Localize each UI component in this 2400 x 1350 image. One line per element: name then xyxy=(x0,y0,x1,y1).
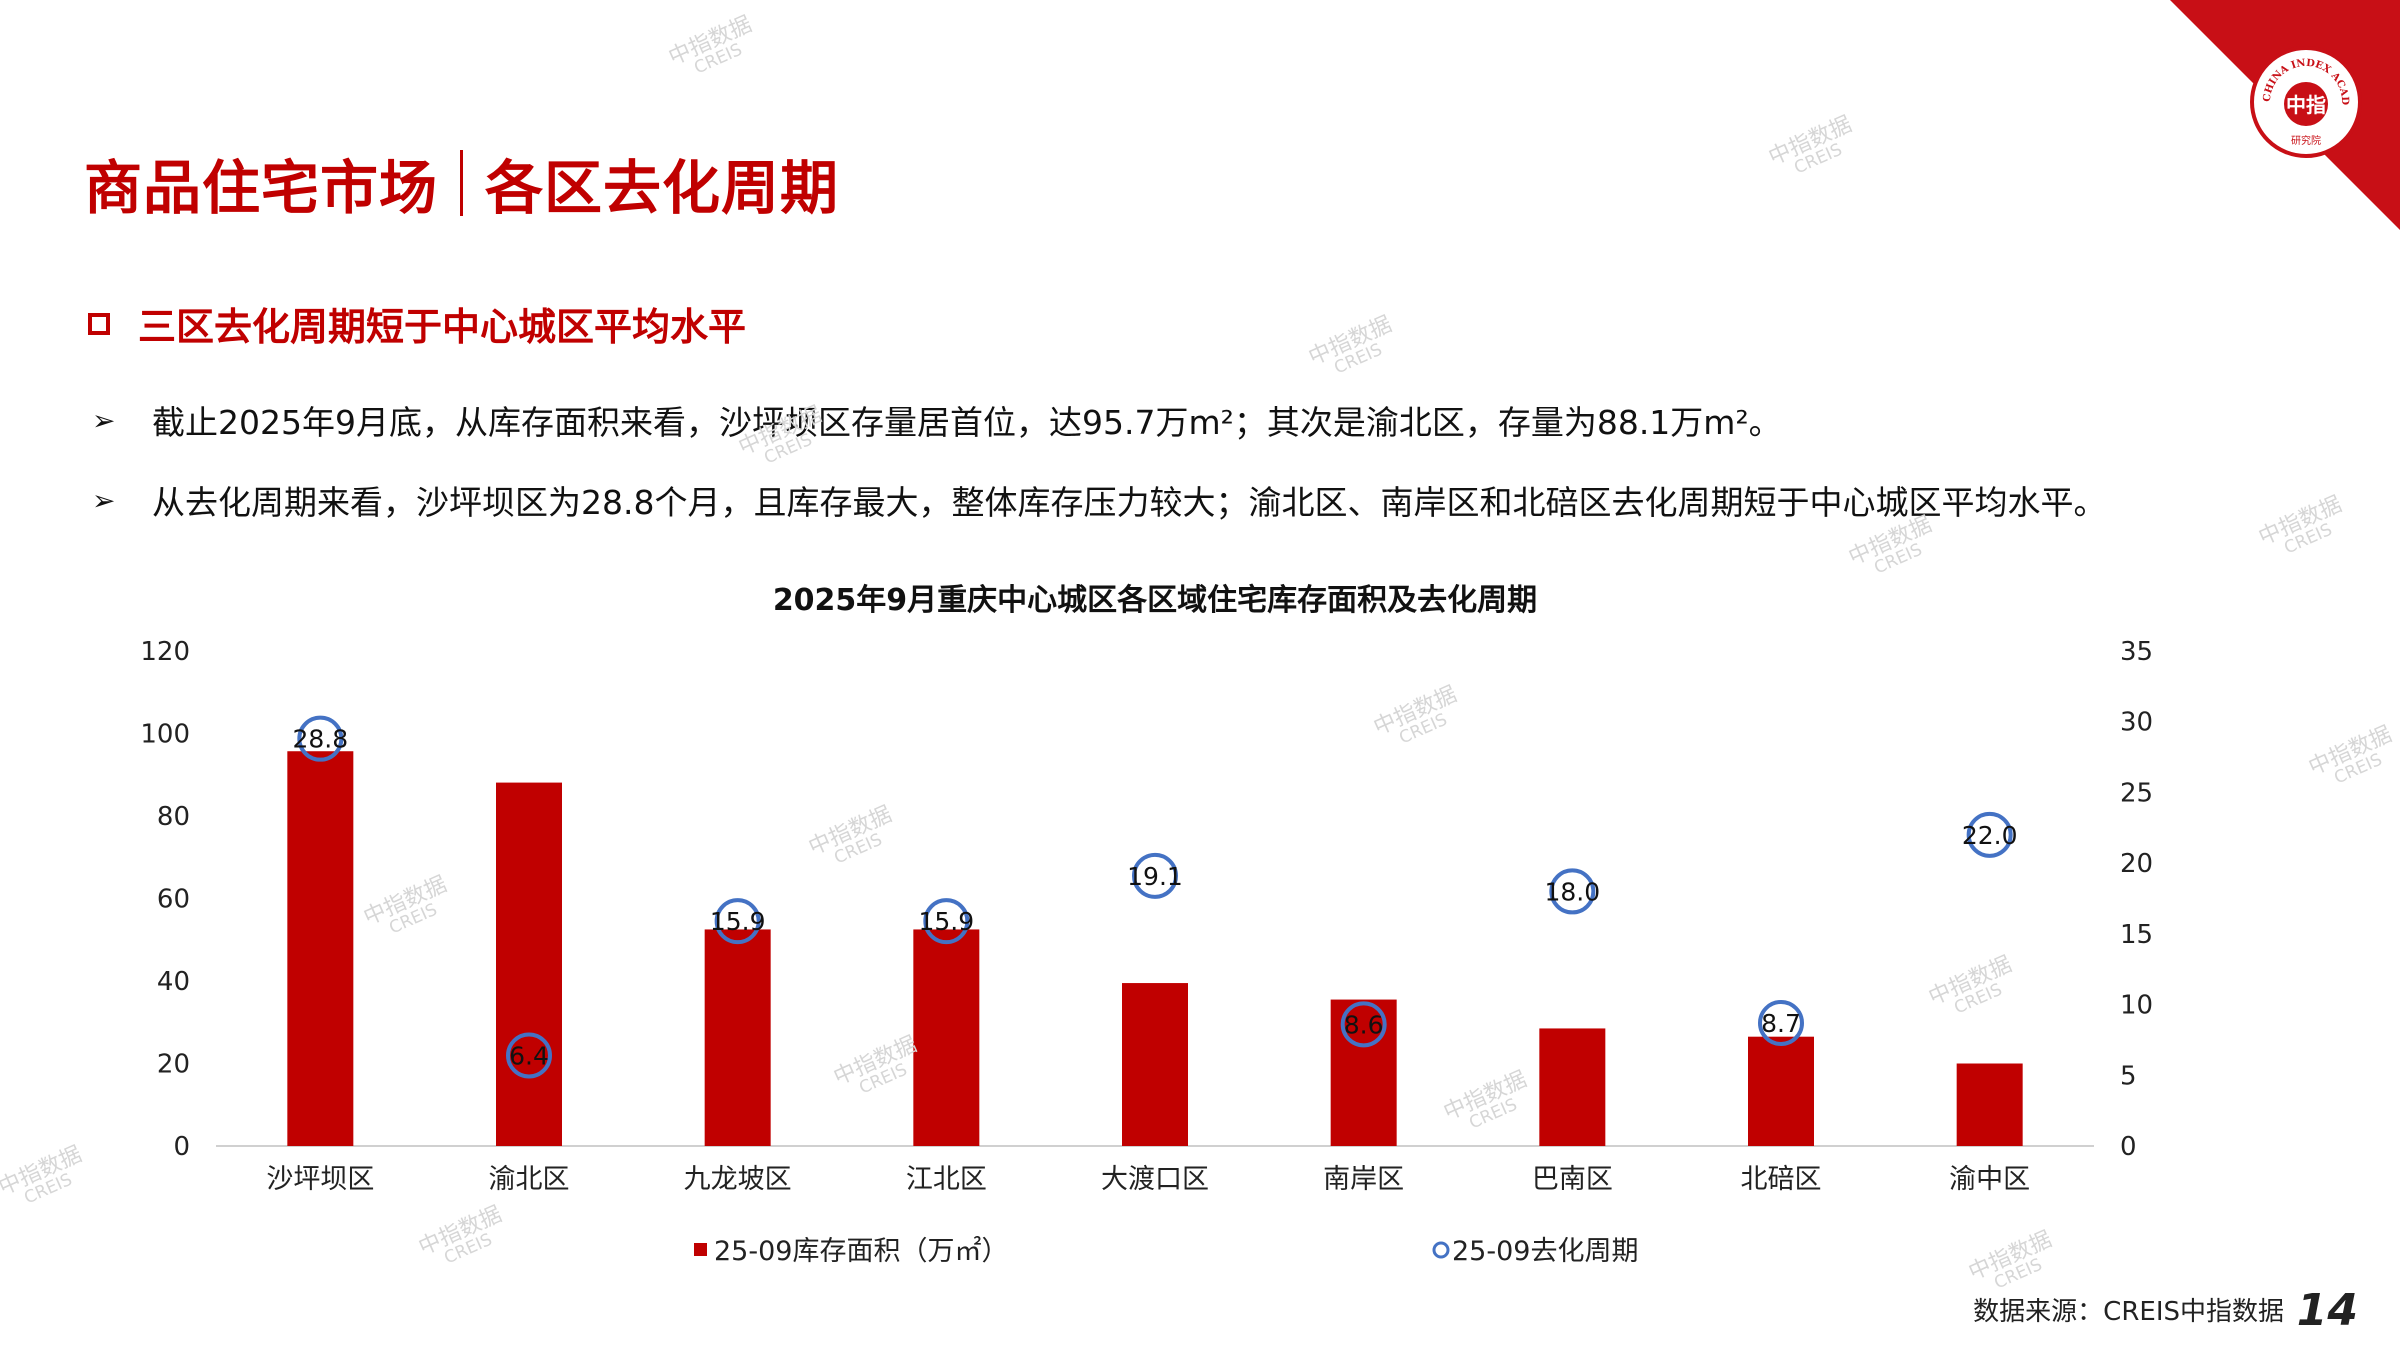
y-right-tick-label: 10 xyxy=(2120,991,2153,1021)
y-right-tick-label: 35 xyxy=(2120,637,2153,667)
data-label: 22.0 xyxy=(1962,821,2018,850)
data-point xyxy=(1340,1001,1387,1048)
watermark: 中指数据 CREIS xyxy=(1305,312,1402,385)
bar xyxy=(1956,1063,2023,1146)
y-right-tick-label: 5 xyxy=(2120,1061,2137,1091)
logo-bottom-text: 研究院 xyxy=(2291,134,2321,147)
data-label: 15.9 xyxy=(918,907,974,936)
title-left: 商品住宅市场 xyxy=(84,154,439,222)
bar xyxy=(913,929,980,1146)
page-title: 商品住宅市场 各区去化周期 xyxy=(84,138,839,228)
x-tick-label: 渝北区 xyxy=(489,1164,570,1195)
x-tick-label: 北碚区 xyxy=(1741,1164,1822,1195)
y-right-tick-label: 0 xyxy=(2120,1132,2137,1162)
y-right-tick-label: 20 xyxy=(2120,849,2153,879)
chart-title: 2025年9月重庆中心城区各区域住宅库存面积及去化周期 xyxy=(773,583,1537,618)
legend-point-swatch xyxy=(1432,1241,1450,1259)
inventory-chart: 2025年9月重庆中心城区各区域住宅库存面积及去化周期0204060801001… xyxy=(140,583,2153,1267)
data-point xyxy=(1549,868,1596,915)
y-left-tick-label: 60 xyxy=(157,885,190,915)
x-tick-label: 沙坪坝区 xyxy=(266,1164,374,1195)
x-tick-label: 渝中区 xyxy=(1949,1164,2030,1195)
x-tick-label: 九龙坡区 xyxy=(684,1164,792,1195)
y-left-tick-label: 0 xyxy=(173,1132,190,1162)
x-tick-label: 巴南区 xyxy=(1532,1164,1613,1195)
data-point xyxy=(297,715,344,762)
section-subheading: 三区去化周期短于中心城区平均水平 xyxy=(88,296,746,351)
bar xyxy=(496,782,562,1146)
watermark: 中指数据 CREIS xyxy=(1765,112,1862,185)
bar xyxy=(287,751,354,1146)
bar xyxy=(1539,1028,1606,1146)
x-tick-label: 南岸区 xyxy=(1323,1164,1404,1195)
data-label: 15.9 xyxy=(710,907,766,936)
data-source: 数据来源：CREIS中指数据 xyxy=(1973,1297,2284,1327)
y-left-tick-label: 20 xyxy=(157,1050,190,1080)
watermark: 中指数据 CREIS xyxy=(665,12,762,85)
data-point xyxy=(1758,999,1804,1046)
square-bullet-icon xyxy=(88,312,110,335)
legend-bar-swatch xyxy=(694,1243,707,1256)
bar xyxy=(1748,1036,1814,1146)
page-number: 14 xyxy=(2296,1285,2358,1336)
y-left-tick-label: 80 xyxy=(157,802,190,832)
logo-center-text: 中指 xyxy=(2286,93,2326,117)
academy-logo: CHINA INDEX ACADEMY 中指 研究院 xyxy=(2248,42,2362,158)
bullet-item: ➢ 从去化周期来看，沙坪坝区为28.8个月，且库存最大，整体库存压力较大；渝北区… xyxy=(92,476,2106,524)
data-label: 19.1 xyxy=(1127,862,1183,891)
data-label: 28.8 xyxy=(292,725,348,754)
data-point xyxy=(1132,852,1178,899)
arrow-bullet-icon: ➢ xyxy=(92,483,116,517)
data-point xyxy=(1966,811,2013,858)
watermark: 中指数据 CREIS xyxy=(1845,512,1942,585)
data-point xyxy=(714,898,761,945)
subheading-text: 三区去化周期短于中心城区平均水平 xyxy=(138,305,747,349)
bullet-text: 截止2025年9月底，从库存面积来看，沙坪坝区存量居首位，达95.7万m²；其次… xyxy=(152,403,1782,442)
bullet-item: ➢ 截止2025年9月底，从库存面积来看，沙坪坝区存量居首位，达95.7万m²；… xyxy=(92,396,1782,444)
data-point xyxy=(506,1032,552,1079)
y-left-tick-label: 100 xyxy=(140,720,190,750)
bar xyxy=(1122,983,1188,1146)
bar xyxy=(704,929,771,1146)
y-right-tick-label: 30 xyxy=(2120,708,2153,738)
y-left-tick-label: 120 xyxy=(140,637,190,667)
title-right: 各区去化周期 xyxy=(485,154,840,222)
data-label: 8.6 xyxy=(1344,1010,1384,1039)
watermark: 中指数据 CREIS xyxy=(2255,492,2352,565)
data-label: 6.4 xyxy=(509,1041,549,1070)
data-label: 18.0 xyxy=(1544,877,1600,906)
y-left-tick-label: 40 xyxy=(157,967,190,997)
data-label: 8.7 xyxy=(1761,1009,1801,1038)
y-right-tick-label: 25 xyxy=(2120,778,2153,808)
legend-bar-label: 25-09库存面积（万㎡） xyxy=(714,1236,1008,1267)
y-right-tick-label: 15 xyxy=(2120,920,2153,950)
legend-point-label: 25-09去化周期 xyxy=(1452,1236,1638,1267)
data-point xyxy=(923,898,970,945)
arrow-bullet-icon: ➢ xyxy=(92,403,116,437)
title-divider xyxy=(460,150,464,216)
bullet-text: 从去化周期来看，沙坪坝区为28.8个月，且库存最大，整体库存压力较大；渝北区、南… xyxy=(152,483,2107,522)
chart-container: 2025年9月重庆中心城区各区域住宅库存面积及去化周期 0 20 40 60 80 100 1… xyxy=(0,580,2400,1310)
x-tick-label: 江北区 xyxy=(906,1164,987,1195)
x-tick-label: 大渡口区 xyxy=(1101,1164,1209,1195)
